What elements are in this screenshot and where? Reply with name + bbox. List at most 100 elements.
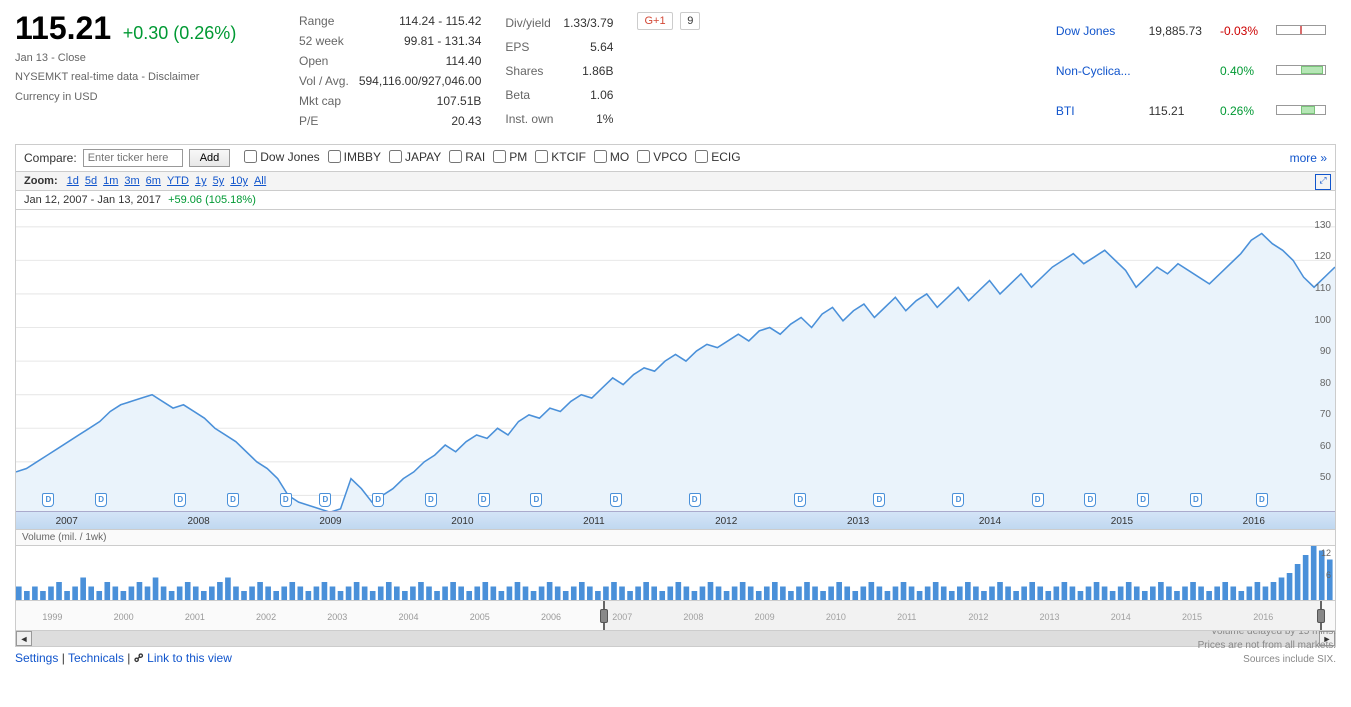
dividend-marker[interactable]: D: [1256, 493, 1268, 507]
price-block: 115.21 +0.30 (0.26%) Jan 13 - Close NYSE…: [15, 10, 275, 132]
index-value: [1141, 52, 1210, 90]
zoom-level[interactable]: 10y: [230, 175, 248, 187]
scroll-row: ◄ ►: [15, 631, 1336, 647]
timeline-handle-left[interactable]: [600, 609, 608, 623]
x-tick: 2012: [715, 516, 737, 527]
scroll-track[interactable]: [32, 631, 1319, 646]
gplus-block: G+1 9: [637, 10, 700, 132]
index-name[interactable]: Dow Jones: [1048, 12, 1139, 50]
zoom-level[interactable]: 6m: [146, 175, 161, 187]
dividend-marker[interactable]: D: [227, 493, 239, 507]
dividend-marker[interactable]: D: [952, 493, 964, 507]
dividend-marker[interactable]: D: [1137, 493, 1149, 507]
index-name[interactable]: Non-Cyclica...: [1048, 52, 1139, 90]
link-icon: ⚯: [130, 649, 147, 666]
dividend-marker[interactable]: D: [1032, 493, 1044, 507]
gplus-count: 9: [680, 12, 700, 30]
expand-icon[interactable]: ⤢: [1315, 174, 1331, 190]
timeline-year: 2003: [327, 612, 347, 622]
dividend-marker[interactable]: D: [689, 493, 701, 507]
price-chart[interactable]: 5060708090100110120130 DDDDDDDDDDDDDDDDD…: [15, 210, 1336, 530]
index-pct: 0.40%: [1212, 52, 1266, 90]
index-bar: [1276, 105, 1326, 115]
x-tick: 2013: [847, 516, 869, 527]
dividend-marker[interactable]: D: [42, 493, 54, 507]
dividend-marker[interactable]: D: [372, 493, 384, 507]
date-status: Jan 13 - Close: [15, 51, 275, 66]
index-pct: -0.03%: [1212, 12, 1266, 50]
dividend-marker[interactable]: D: [1190, 493, 1202, 507]
x-tick: 2007: [56, 516, 78, 527]
more-link[interactable]: more »: [1290, 151, 1327, 165]
y-tick: 60: [1320, 441, 1331, 452]
zoom-level[interactable]: 1m: [103, 175, 118, 187]
zoom-label: Zoom:: [24, 175, 58, 187]
dividend-marker[interactable]: D: [319, 493, 331, 507]
stats-col-1: Range114.24 - 115.42 52 week99.81 - 131.…: [297, 10, 483, 132]
range-from: Jan 12, 2007: [24, 194, 88, 206]
timeline-year: 2006: [541, 612, 561, 622]
range-perf: +59.06 (105.18%): [168, 194, 256, 206]
indices-table: Dow Jones 19,885.73 -0.03% Non-Cyclica..…: [1046, 10, 1336, 132]
index-bar: [1276, 25, 1326, 35]
zoom-level[interactable]: YTD: [167, 175, 189, 187]
compare-checkbox[interactable]: VPCO: [637, 150, 687, 164]
volume-chart[interactable]: 126: [15, 546, 1336, 601]
y-tick: 100: [1314, 315, 1331, 326]
y-tick: 90: [1320, 346, 1331, 357]
realtime-note[interactable]: NYSEMKT real-time data - Disclaimer: [15, 70, 275, 85]
compare-checkbox[interactable]: RAI: [449, 150, 485, 164]
x-tick: 2015: [1111, 516, 1133, 527]
timeline-year: 2000: [114, 612, 134, 622]
settings-link[interactable]: Settings: [15, 651, 58, 665]
gplus-button[interactable]: G+1: [637, 12, 672, 30]
dividend-marker[interactable]: D: [425, 493, 437, 507]
x-tick: 2009: [319, 516, 341, 527]
zoom-level[interactable]: 1y: [195, 175, 207, 187]
compare-checkbox[interactable]: MO: [594, 150, 629, 164]
dividend-marker[interactable]: D: [530, 493, 542, 507]
timeline-handle-right[interactable]: [1317, 609, 1325, 623]
compare-input[interactable]: [83, 149, 183, 167]
x-tick: 2016: [1243, 516, 1265, 527]
timeline-year: 2004: [399, 612, 419, 622]
permalink[interactable]: Link to this view: [147, 651, 232, 665]
compare-checkbox[interactable]: Dow Jones: [244, 150, 319, 164]
compare-checkbox[interactable]: ECIG: [695, 150, 740, 164]
y-tick: 120: [1314, 251, 1331, 262]
y-tick: 70: [1320, 409, 1331, 420]
dividend-marker[interactable]: D: [280, 493, 292, 507]
dividend-marker[interactable]: D: [873, 493, 885, 507]
scroll-left-button[interactable]: ◄: [16, 631, 32, 646]
compare-checkbox[interactable]: KTCIF: [535, 150, 586, 164]
compare-checkbox[interactable]: PM: [493, 150, 527, 164]
dividend-marker[interactable]: D: [610, 493, 622, 507]
timeline[interactable]: 1999200020012002200320042005200620072008…: [15, 601, 1336, 631]
compare-row: Compare: Add Dow Jones IMBBY JAPAY RAI P…: [15, 144, 1336, 172]
timeline-year: 2001: [185, 612, 205, 622]
zoom-level[interactable]: 5y: [213, 175, 225, 187]
technicals-link[interactable]: Technicals: [68, 651, 124, 665]
dividend-marker[interactable]: D: [95, 493, 107, 507]
dividend-marker[interactable]: D: [174, 493, 186, 507]
compare-label: Compare:: [24, 151, 77, 165]
dividend-marker[interactable]: D: [478, 493, 490, 507]
index-bar: [1276, 65, 1326, 75]
zoom-level[interactable]: 3m: [124, 175, 139, 187]
compare-checkbox[interactable]: IMBBY: [328, 150, 381, 164]
zoom-level[interactable]: 1d: [67, 175, 79, 187]
compare-checkbox[interactable]: JAPAY: [389, 150, 441, 164]
add-button[interactable]: Add: [189, 149, 231, 167]
index-name[interactable]: BTI: [1048, 92, 1139, 130]
price-change: +0.30 (0.26%): [123, 23, 237, 43]
dividend-marker[interactable]: D: [794, 493, 806, 507]
dividend-marker[interactable]: D: [1084, 493, 1096, 507]
currency-note: Currency in USD: [15, 90, 275, 105]
y-tick: 110: [1315, 283, 1331, 294]
x-tick: 2014: [979, 516, 1001, 527]
zoom-level[interactable]: 5d: [85, 175, 97, 187]
x-tick: 2008: [187, 516, 209, 527]
zoom-level[interactable]: All: [254, 175, 266, 187]
index-pct: 0.26%: [1212, 92, 1266, 130]
y-tick: 50: [1320, 472, 1331, 483]
